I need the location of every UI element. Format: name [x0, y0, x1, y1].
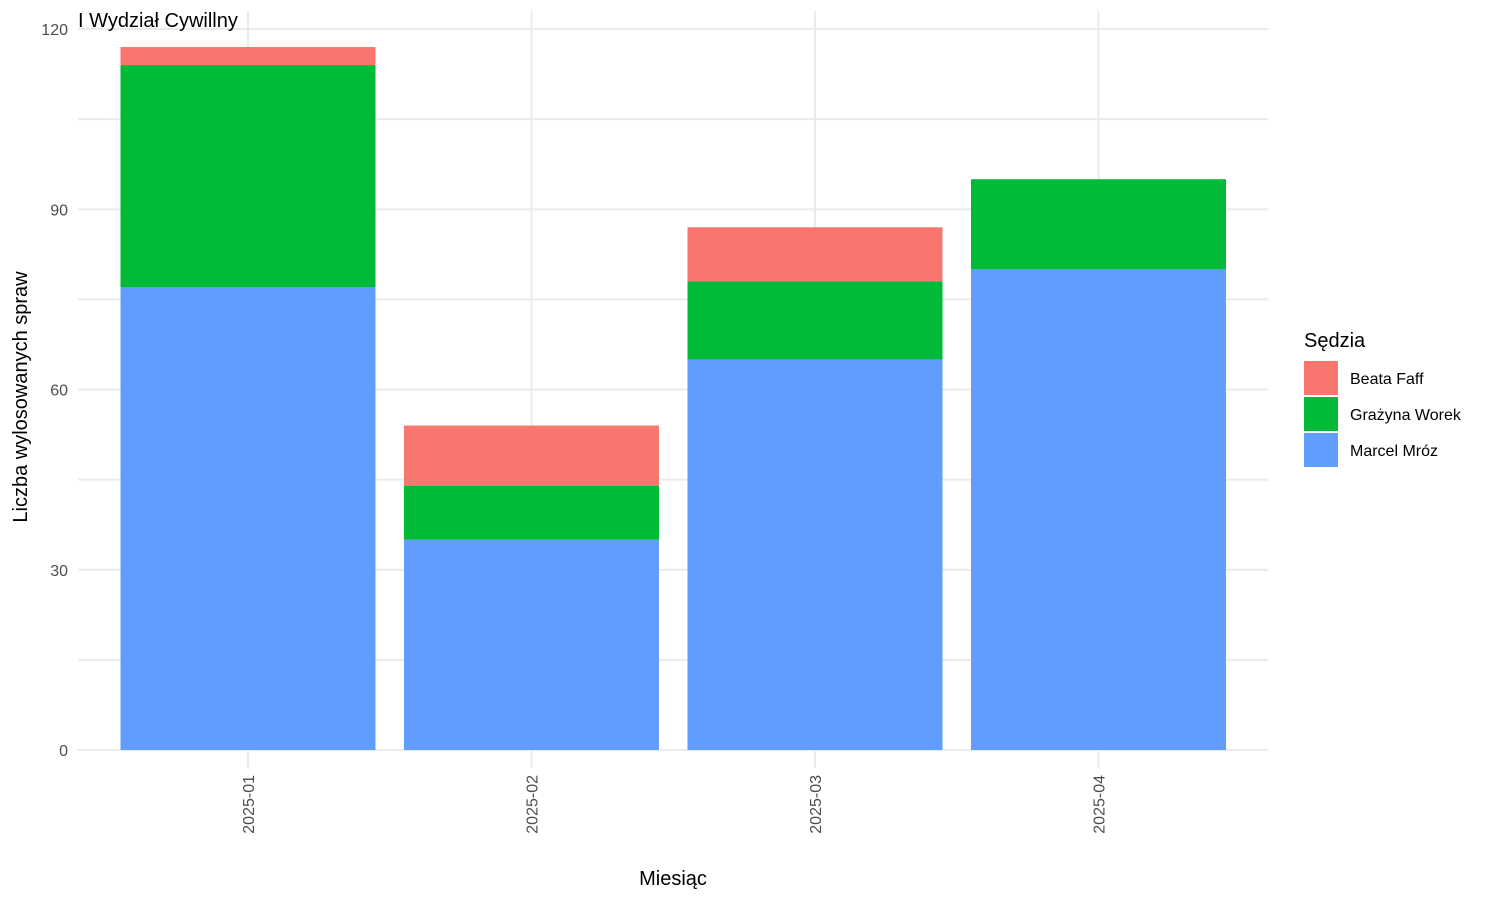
legend-key [1304, 397, 1338, 431]
y-tick-label: 0 [59, 743, 68, 760]
x-tick-label: 2025-03 [808, 775, 825, 834]
bar-segment [404, 539, 659, 750]
x-axis-title: Miesiąc [639, 868, 707, 890]
bar-segment [120, 65, 376, 288]
bar-segment [687, 359, 943, 750]
legend: Sędzia Beata Faff Grażyna Worek Marcel Mró… [1304, 330, 1462, 467]
chart-title: I Wydział Cywillny [78, 10, 238, 32]
y-tick-label: 90 [50, 202, 68, 219]
bar-segment [687, 281, 943, 360]
bar-segment [687, 227, 943, 282]
bar-segment [971, 179, 1226, 270]
y-tick-label: 120 [41, 22, 68, 39]
y-tick-label: 30 [50, 563, 68, 580]
bar-segment [120, 47, 376, 66]
bar-segment [971, 269, 1226, 750]
y-tick-label: 60 [50, 383, 68, 400]
x-tick-label: 2025-01 [241, 775, 258, 834]
legend-key [1304, 361, 1338, 395]
bars [120, 47, 1226, 750]
y-axis-ticks: 0 30 60 90 120 [41, 22, 68, 760]
legend-title: Sędzia [1304, 330, 1366, 352]
y-axis-title: Liczba wylosowanych spraw [10, 271, 32, 523]
x-tick-label: 2025-02 [525, 775, 542, 834]
legend-label: Grażyna Worek [1350, 407, 1462, 424]
legend-label: Marcel Mróz [1350, 443, 1438, 460]
legend-key [1304, 433, 1338, 467]
bar-segment [404, 425, 659, 486]
x-tick-label: 2025-04 [1092, 775, 1109, 834]
x-axis-ticks: 2025-01 2025-02 2025-03 2025-04 [241, 775, 1109, 834]
bar-segment [404, 485, 659, 540]
legend-label: Beata Faff [1350, 371, 1424, 388]
bar-segment [120, 287, 376, 750]
